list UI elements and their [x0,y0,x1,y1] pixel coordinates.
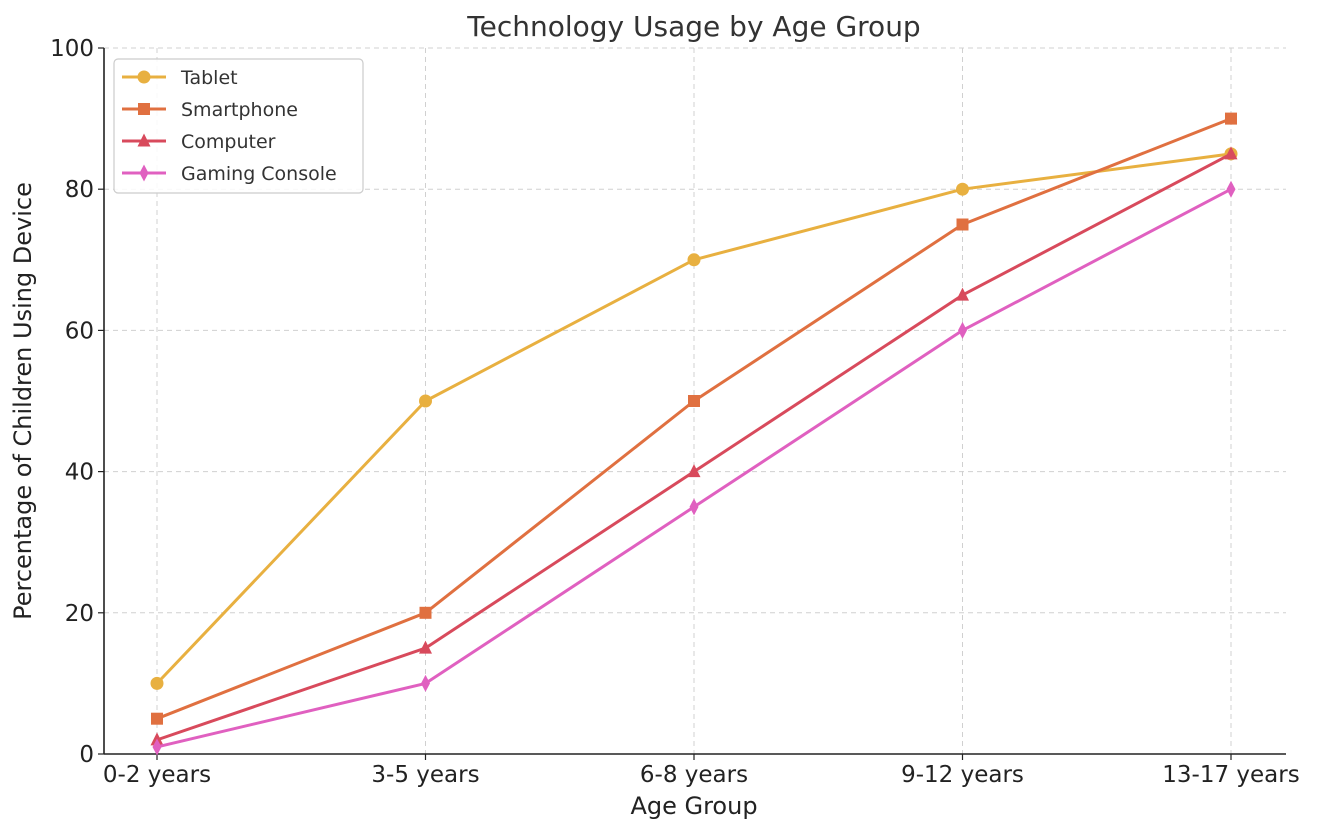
y-tick-label: 0 [79,742,94,768]
data-point-smartphone [419,606,432,619]
x-tick-label: 0-2 years [103,762,211,788]
legend-label: Gaming Console [181,163,337,185]
data-point-gaming-console [152,738,162,756]
legend-marker-gaming-console [139,164,149,182]
y-tick-label: 40 [65,460,94,486]
legend-frame [113,58,364,194]
x-tick-label: 13-17 years [1162,762,1299,788]
data-point-tablet [419,394,432,408]
data-point-computer [687,464,701,478]
data-point-tablet [956,182,969,196]
x-tick-label: 9-12 years [901,762,1024,788]
series-gaming-console [152,180,1236,756]
data-point-tablet [150,676,164,690]
legend-label: Computer [181,131,276,153]
x-axis-label: Age Group [630,792,757,820]
y-tick-label: 80 [65,177,94,203]
y-tick-label: 20 [65,601,94,627]
x-tick-label: 6-8 years [640,762,748,788]
data-point-computer [1224,146,1238,160]
data-point-gaming-console [421,674,430,692]
data-point-smartphone [1225,112,1237,125]
data-point-gaming-console [1226,180,1236,198]
legend-marker-computer [137,133,151,147]
legend-label: Tablet [180,67,238,89]
data-point-gaming-console [689,498,699,516]
legend-item-tablet: Tablet [122,67,238,89]
data-point-smartphone [151,712,163,725]
data-point-tablet [687,253,701,267]
data-point-smartphone [688,395,700,407]
x-tick-label: 3-5 years [371,762,479,788]
x-tick-labels: 0-2 years 3-5 years 6-8 years 9-12 years 13-… [103,762,1300,788]
chart-title: Technology Usage by Age Group [466,10,920,43]
y-axis-label: Percentage of Children Using Device [9,182,37,620]
y-tick-label: 100 [50,36,94,62]
series [150,112,1238,756]
legend-item-smartphone: Smartphone [122,99,298,121]
data-point-computer [419,640,432,654]
legend-item-computer: Computer [122,131,276,153]
axes [98,47,1286,760]
data-point-gaming-console [958,321,967,339]
data-point-smartphone [956,218,969,231]
y-tick-label: 60 [65,318,94,344]
series-computer [150,146,1238,746]
legend: Tablet Smartphone Computer Gaming Console [113,58,364,194]
data-point-computer [956,287,969,301]
legend-item-gaming-console: Gaming Console [122,163,337,185]
legend-marker-smartphone [138,103,150,115]
y-tick-labels: 0 20 40 60 80 100 [50,36,94,768]
legend-marker-tablet [137,70,151,84]
legend-label: Smartphone [181,99,298,121]
series-smartphone [151,112,1237,725]
